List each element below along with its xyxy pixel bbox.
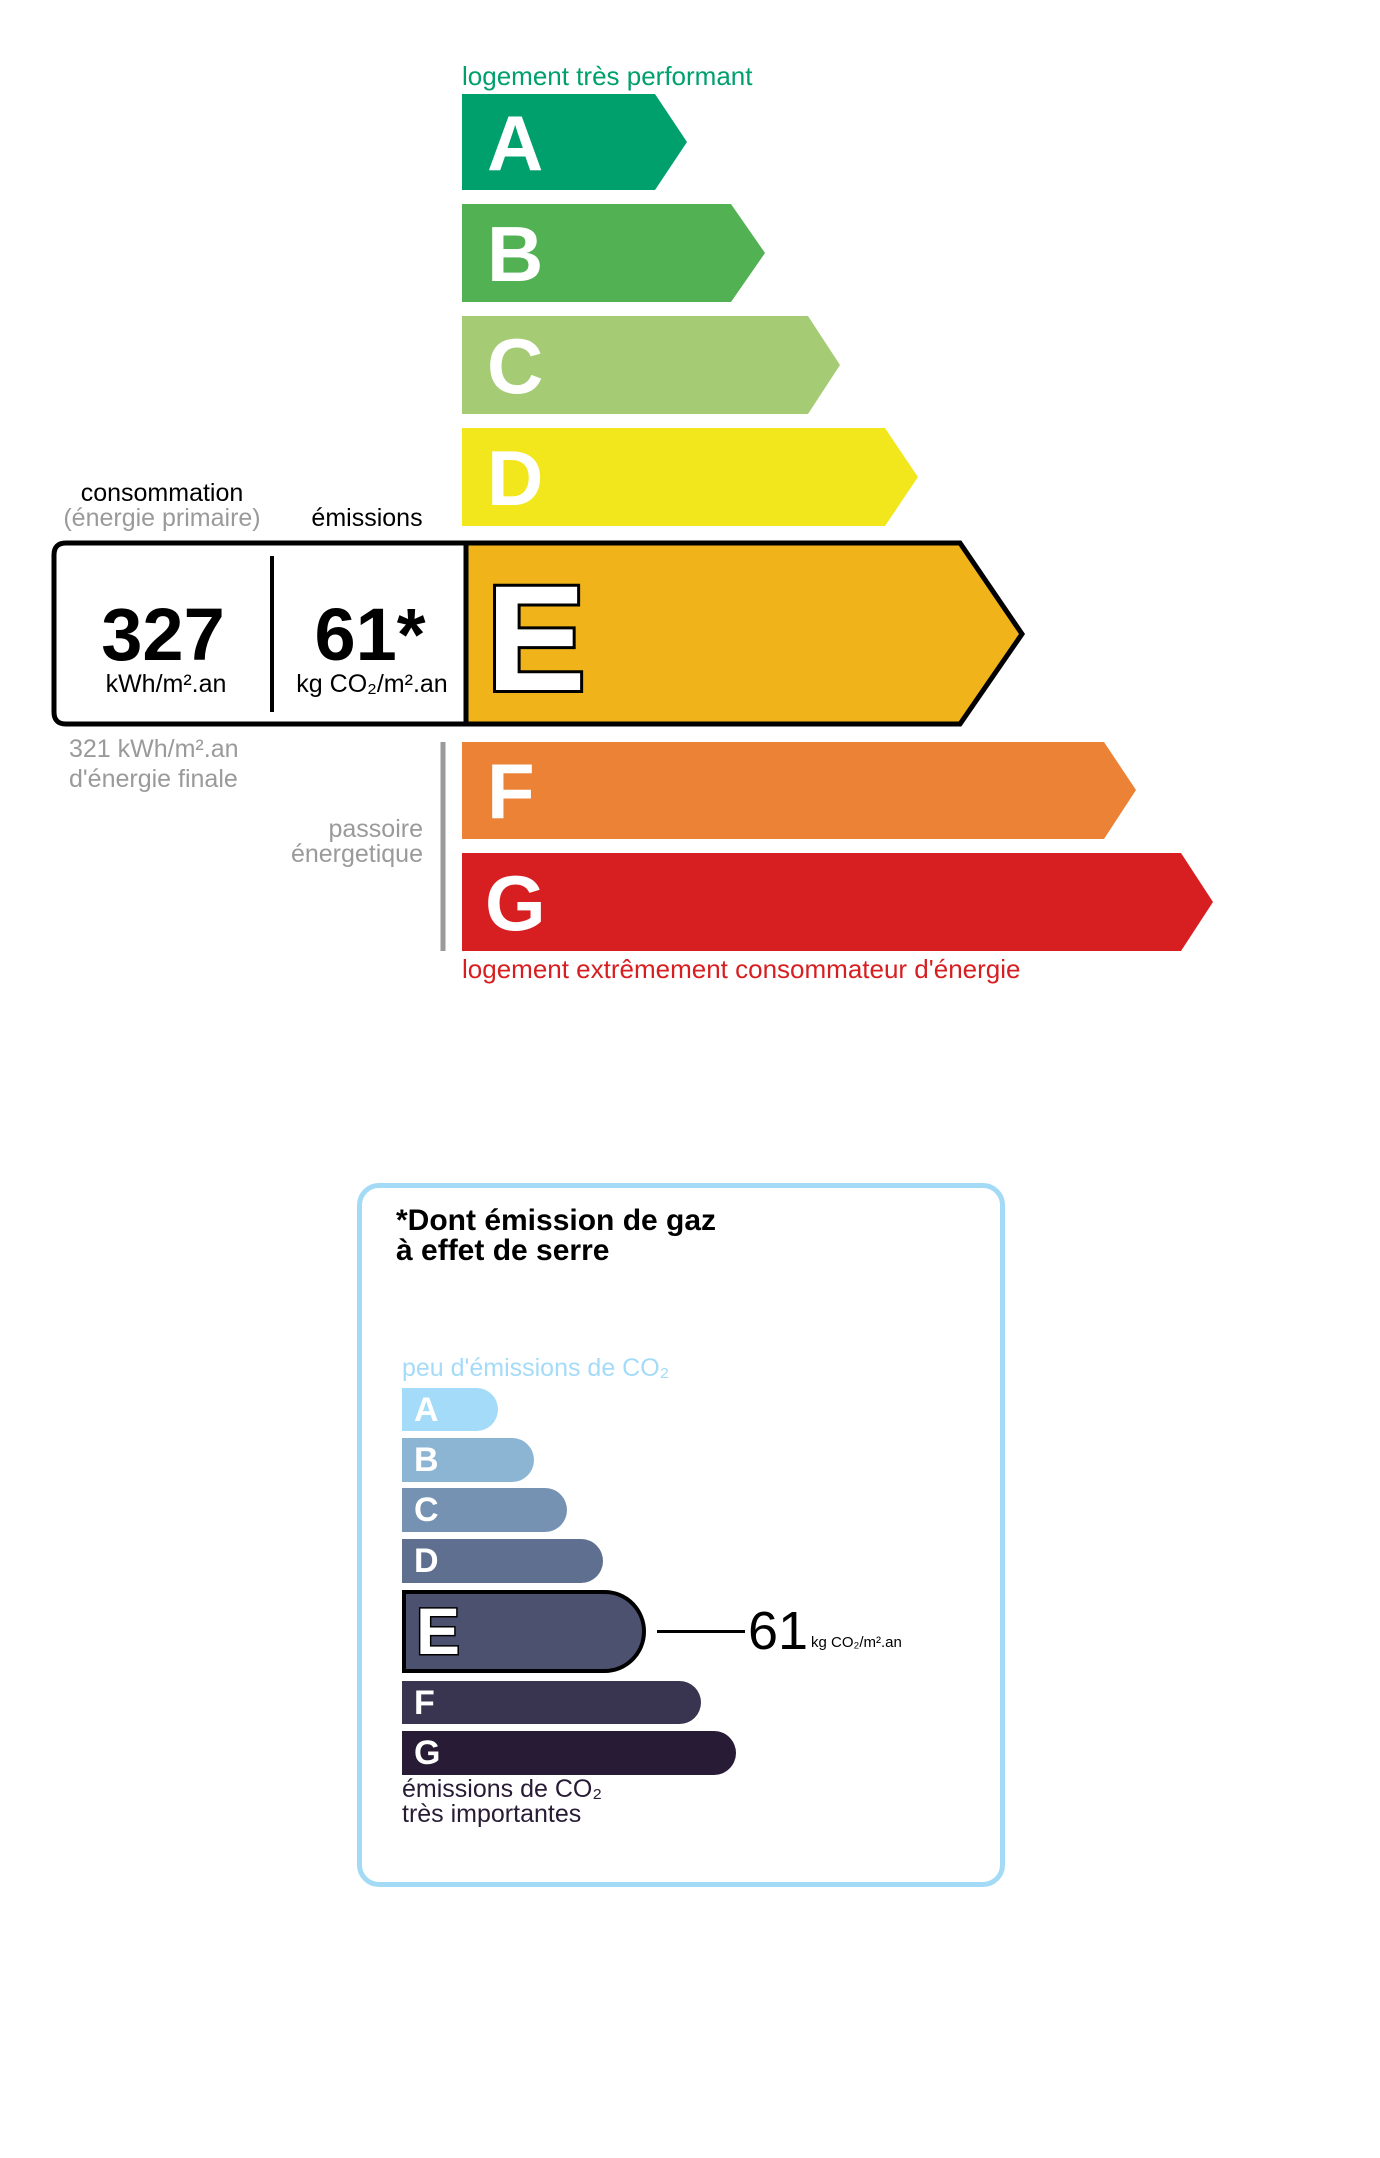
ges-top-label: peu d'émissions de CO₂	[402, 1354, 670, 1382]
ges-panel	[357, 1183, 1005, 1887]
emissions-unit: kg CO₂/m².an	[296, 670, 447, 698]
consumption-value: 327	[101, 593, 224, 676]
ges-bar-b: B	[402, 1438, 534, 1482]
ges-bar-f: F	[402, 1681, 701, 1724]
energy-label-chart: logement très performant A B C D E 327 k…	[51, 61, 1213, 984]
energy-letter-f: F	[487, 747, 535, 835]
ges-bar-a: A	[402, 1388, 498, 1431]
energy-bar-c	[462, 316, 840, 414]
energy-letter-a: A	[487, 99, 543, 187]
ges-bottom-label-1: émissions de CO₂	[402, 1775, 603, 1803]
energy-letter-e: E	[486, 554, 586, 722]
ges-letter-b: B	[414, 1441, 439, 1479]
current-value-box	[51, 540, 469, 727]
consumption-unit: kWh/m².an	[106, 670, 227, 698]
energy-letter-b: B	[487, 210, 543, 298]
ges-letter-e: E	[414, 1593, 461, 1670]
ges-title-2: à effet de serre	[396, 1234, 610, 1267]
ges-value: 61	[748, 1601, 809, 1661]
final-energy-label: d'énergie finale	[69, 765, 238, 793]
energy-letter-d: D	[487, 434, 543, 522]
energy-bar-g	[462, 853, 1213, 951]
ges-unit: kg CO₂/m².an	[811, 1634, 902, 1651]
ges-title-1: *Dont émission de gaz	[396, 1204, 717, 1237]
energy-bar-f	[462, 742, 1136, 839]
passoire-label-1: passoire	[329, 815, 424, 843]
emissions-value: 61*	[314, 593, 425, 676]
ges-bar-d: D	[402, 1539, 603, 1583]
ges-letter-g: G	[414, 1734, 441, 1772]
ges-bar-e: E	[402, 1590, 646, 1673]
ges-pointer-line	[657, 1630, 745, 1633]
energy-bar-e	[463, 540, 1026, 727]
energy-bar-a	[462, 94, 687, 190]
emissions-label: émissions	[311, 504, 422, 532]
energy-bar-b	[462, 204, 765, 302]
ges-letter-f: F	[414, 1684, 435, 1722]
ges-letter-d: D	[414, 1542, 439, 1580]
ges-letter-c: C	[414, 1491, 439, 1529]
consumption-sublabel: (énergie primaire)	[63, 504, 260, 532]
consumption-label: consommation	[81, 479, 244, 507]
top-label: logement très performant	[462, 61, 753, 91]
ges-bottom-label-2: très importantes	[402, 1800, 582, 1828]
bottom-label: logement extrêmement consommateur d'éner…	[462, 954, 1020, 984]
ges-bar-c: C	[402, 1488, 567, 1532]
energy-letter-c: C	[487, 322, 543, 410]
passoire-label-2: énergetique	[291, 840, 423, 868]
final-energy-value: 321 kWh/m².an	[69, 735, 239, 763]
ges-bar-g: G	[402, 1731, 736, 1775]
ges-letter-a: A	[414, 1391, 439, 1429]
energy-letter-g: G	[485, 859, 546, 947]
energy-bar-d	[462, 428, 918, 526]
